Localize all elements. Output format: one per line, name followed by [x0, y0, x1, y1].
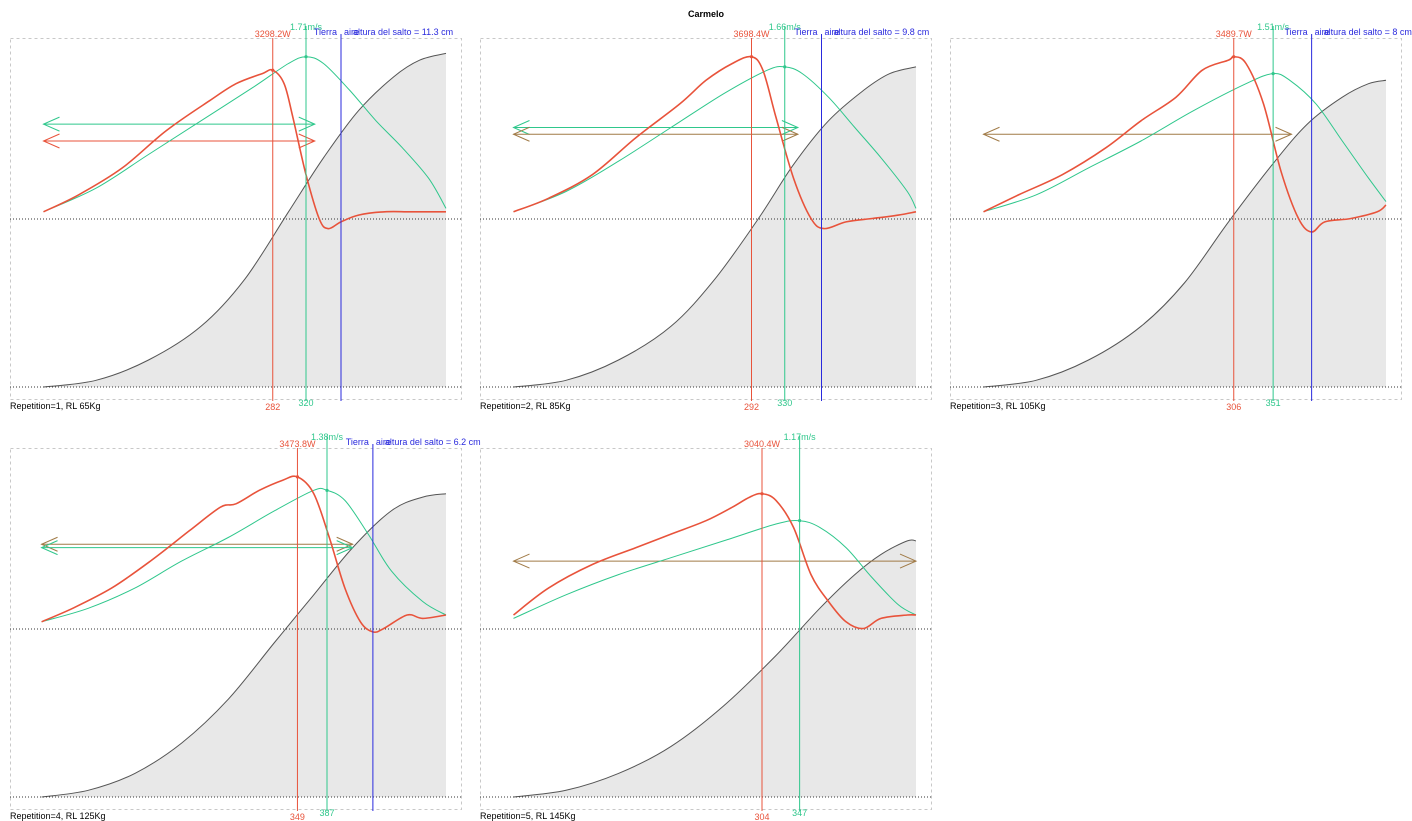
peak-power-point [1232, 55, 1236, 59]
landing-label-tierra: Tierra [1284, 27, 1307, 37]
peak-power-x-label: 282 [265, 402, 280, 412]
power-line [513, 55, 917, 230]
repetition-label: Repetition=4, RL 125Kg [10, 811, 106, 821]
range-arrow-right-head [298, 116, 316, 132]
jump-height-label: altura del salto = 9.8 cm [834, 27, 930, 37]
peak-power-label: 3473.8W [279, 439, 316, 449]
peak-power-point [760, 492, 764, 496]
peak-speed-label: 1.38m/s [311, 432, 344, 442]
peak-power-x-label: 304 [754, 812, 769, 821]
range-arrow-right-head [298, 133, 316, 149]
range-arrow-right-head [336, 540, 354, 556]
position-line [513, 539, 917, 798]
peak-speed-point [783, 65, 787, 69]
range-arrow-left-head [982, 126, 1000, 142]
landing-label-aire: aire [1315, 27, 1330, 37]
chart-panel-repetition-4: 3473.8W 349 1.38m/s 387 Tierra aire altura del… [10, 432, 481, 821]
repetition-label: Repetition=1, RL 65Kg [10, 401, 101, 411]
range-arrow-right-head [899, 553, 918, 569]
landing-label-tierra: Tierra [794, 27, 817, 37]
peak-speed-label: 1.51m/s [1257, 22, 1290, 32]
peak-speed-point [325, 488, 329, 492]
position-area [513, 539, 916, 797]
peak-power-label: 3040.4W [744, 439, 781, 449]
range-arrow-right-head [781, 126, 800, 142]
chart-frame [10, 38, 462, 400]
peak-speed-x-label: 330 [777, 398, 792, 408]
jump-height-label: altura del salto = 11.3 cm [353, 27, 453, 37]
range-arrow-left-head [42, 116, 60, 132]
jump-height-label: altura del salto = 8 cm [1324, 27, 1412, 37]
position-line [41, 493, 447, 798]
chart-frame [480, 38, 932, 400]
peak-power-point [749, 55, 754, 59]
position-area [983, 80, 1386, 388]
peak-power-label: 3489.7W [1216, 29, 1253, 39]
position-area [513, 66, 916, 388]
jump-height-label: altura del salto = 6.2 cm [385, 437, 481, 447]
peak-speed-x-label: 351 [1266, 398, 1281, 408]
peak-power-x-label: 292 [744, 402, 759, 412]
chart-panel-repetition-1: 3298.2W 282 1.71m/s 320 Tierra aire altura del… [10, 22, 462, 412]
peak-speed-label: 1.66m/s [769, 22, 802, 32]
peak-speed-x-label: 320 [298, 398, 313, 408]
range-arrow-right-head [1275, 126, 1293, 142]
landing-label-tierra: Tierra [314, 27, 337, 37]
peak-speed-point [1271, 71, 1275, 76]
range-arrow-right-head [336, 536, 354, 552]
power-line [513, 492, 917, 630]
chart-frame [950, 38, 1402, 400]
peak-speed-point [304, 55, 308, 59]
repetition-label: Repetition=5, RL 145Kg [480, 811, 576, 821]
chart-frame [480, 448, 932, 810]
range-arrow-left-head [40, 536, 58, 552]
range-arrow-left-head [512, 120, 530, 135]
peak-speed-x-label: 347 [792, 808, 807, 818]
peak-power-x-label: 306 [1226, 402, 1241, 412]
peak-speed-label: 1.17m/s [784, 432, 817, 442]
peak-speed-x-label: 387 [319, 808, 334, 818]
chart-svg: 3040.4W 304 1.17m/s 347 [480, 432, 932, 821]
position-line [983, 79, 1387, 388]
position-line [513, 66, 917, 388]
range-arrow-left-head [512, 553, 530, 569]
landing-label-aire: aire [344, 27, 359, 37]
range-arrow-right-head [781, 120, 800, 135]
landing-label-aire: aire [376, 437, 391, 447]
position-line [43, 52, 447, 388]
peak-power-label: 3298.2W [255, 29, 292, 39]
peak-speed-label: 1.71m/s [290, 22, 323, 32]
chart-panel-repetition-3: 3489.7W 306 1.51m/s 351 Tierra aire altura del… [950, 22, 1412, 412]
chart-frame [10, 448, 462, 810]
peak-power-point [295, 475, 300, 479]
page-title: Carmelo [687, 9, 724, 19]
speed-line [41, 487, 447, 623]
chart-panel-repetition-2: 3698.4W 292 1.66m/s 330 Tierra aire altura del… [480, 22, 932, 412]
range-arrow-left-head [42, 133, 60, 149]
position-area [41, 493, 446, 797]
peak-speed-point [798, 519, 802, 523]
landing-label-tierra: Tierra [346, 437, 369, 447]
landing-label-aire: aire [825, 27, 840, 37]
range-arrow-left-head [512, 126, 530, 142]
position-area [43, 53, 446, 388]
range-arrow-left-head [40, 540, 58, 556]
repetition-label: Repetition=3, RL 105Kg [950, 401, 1046, 411]
peak-power-x-label: 349 [290, 812, 305, 821]
peak-power-label: 3698.4W [733, 29, 770, 39]
power-line [43, 68, 446, 230]
repetition-label: Repetition=2, RL 85Kg [480, 401, 571, 411]
peak-power-point [271, 68, 275, 72]
speed-line [983, 73, 1387, 213]
power-line [983, 55, 1387, 233]
chart-panel-repetition-5: 3040.4W 304 1.17m/s 347 Repetition=5, RL 14… [480, 432, 932, 821]
